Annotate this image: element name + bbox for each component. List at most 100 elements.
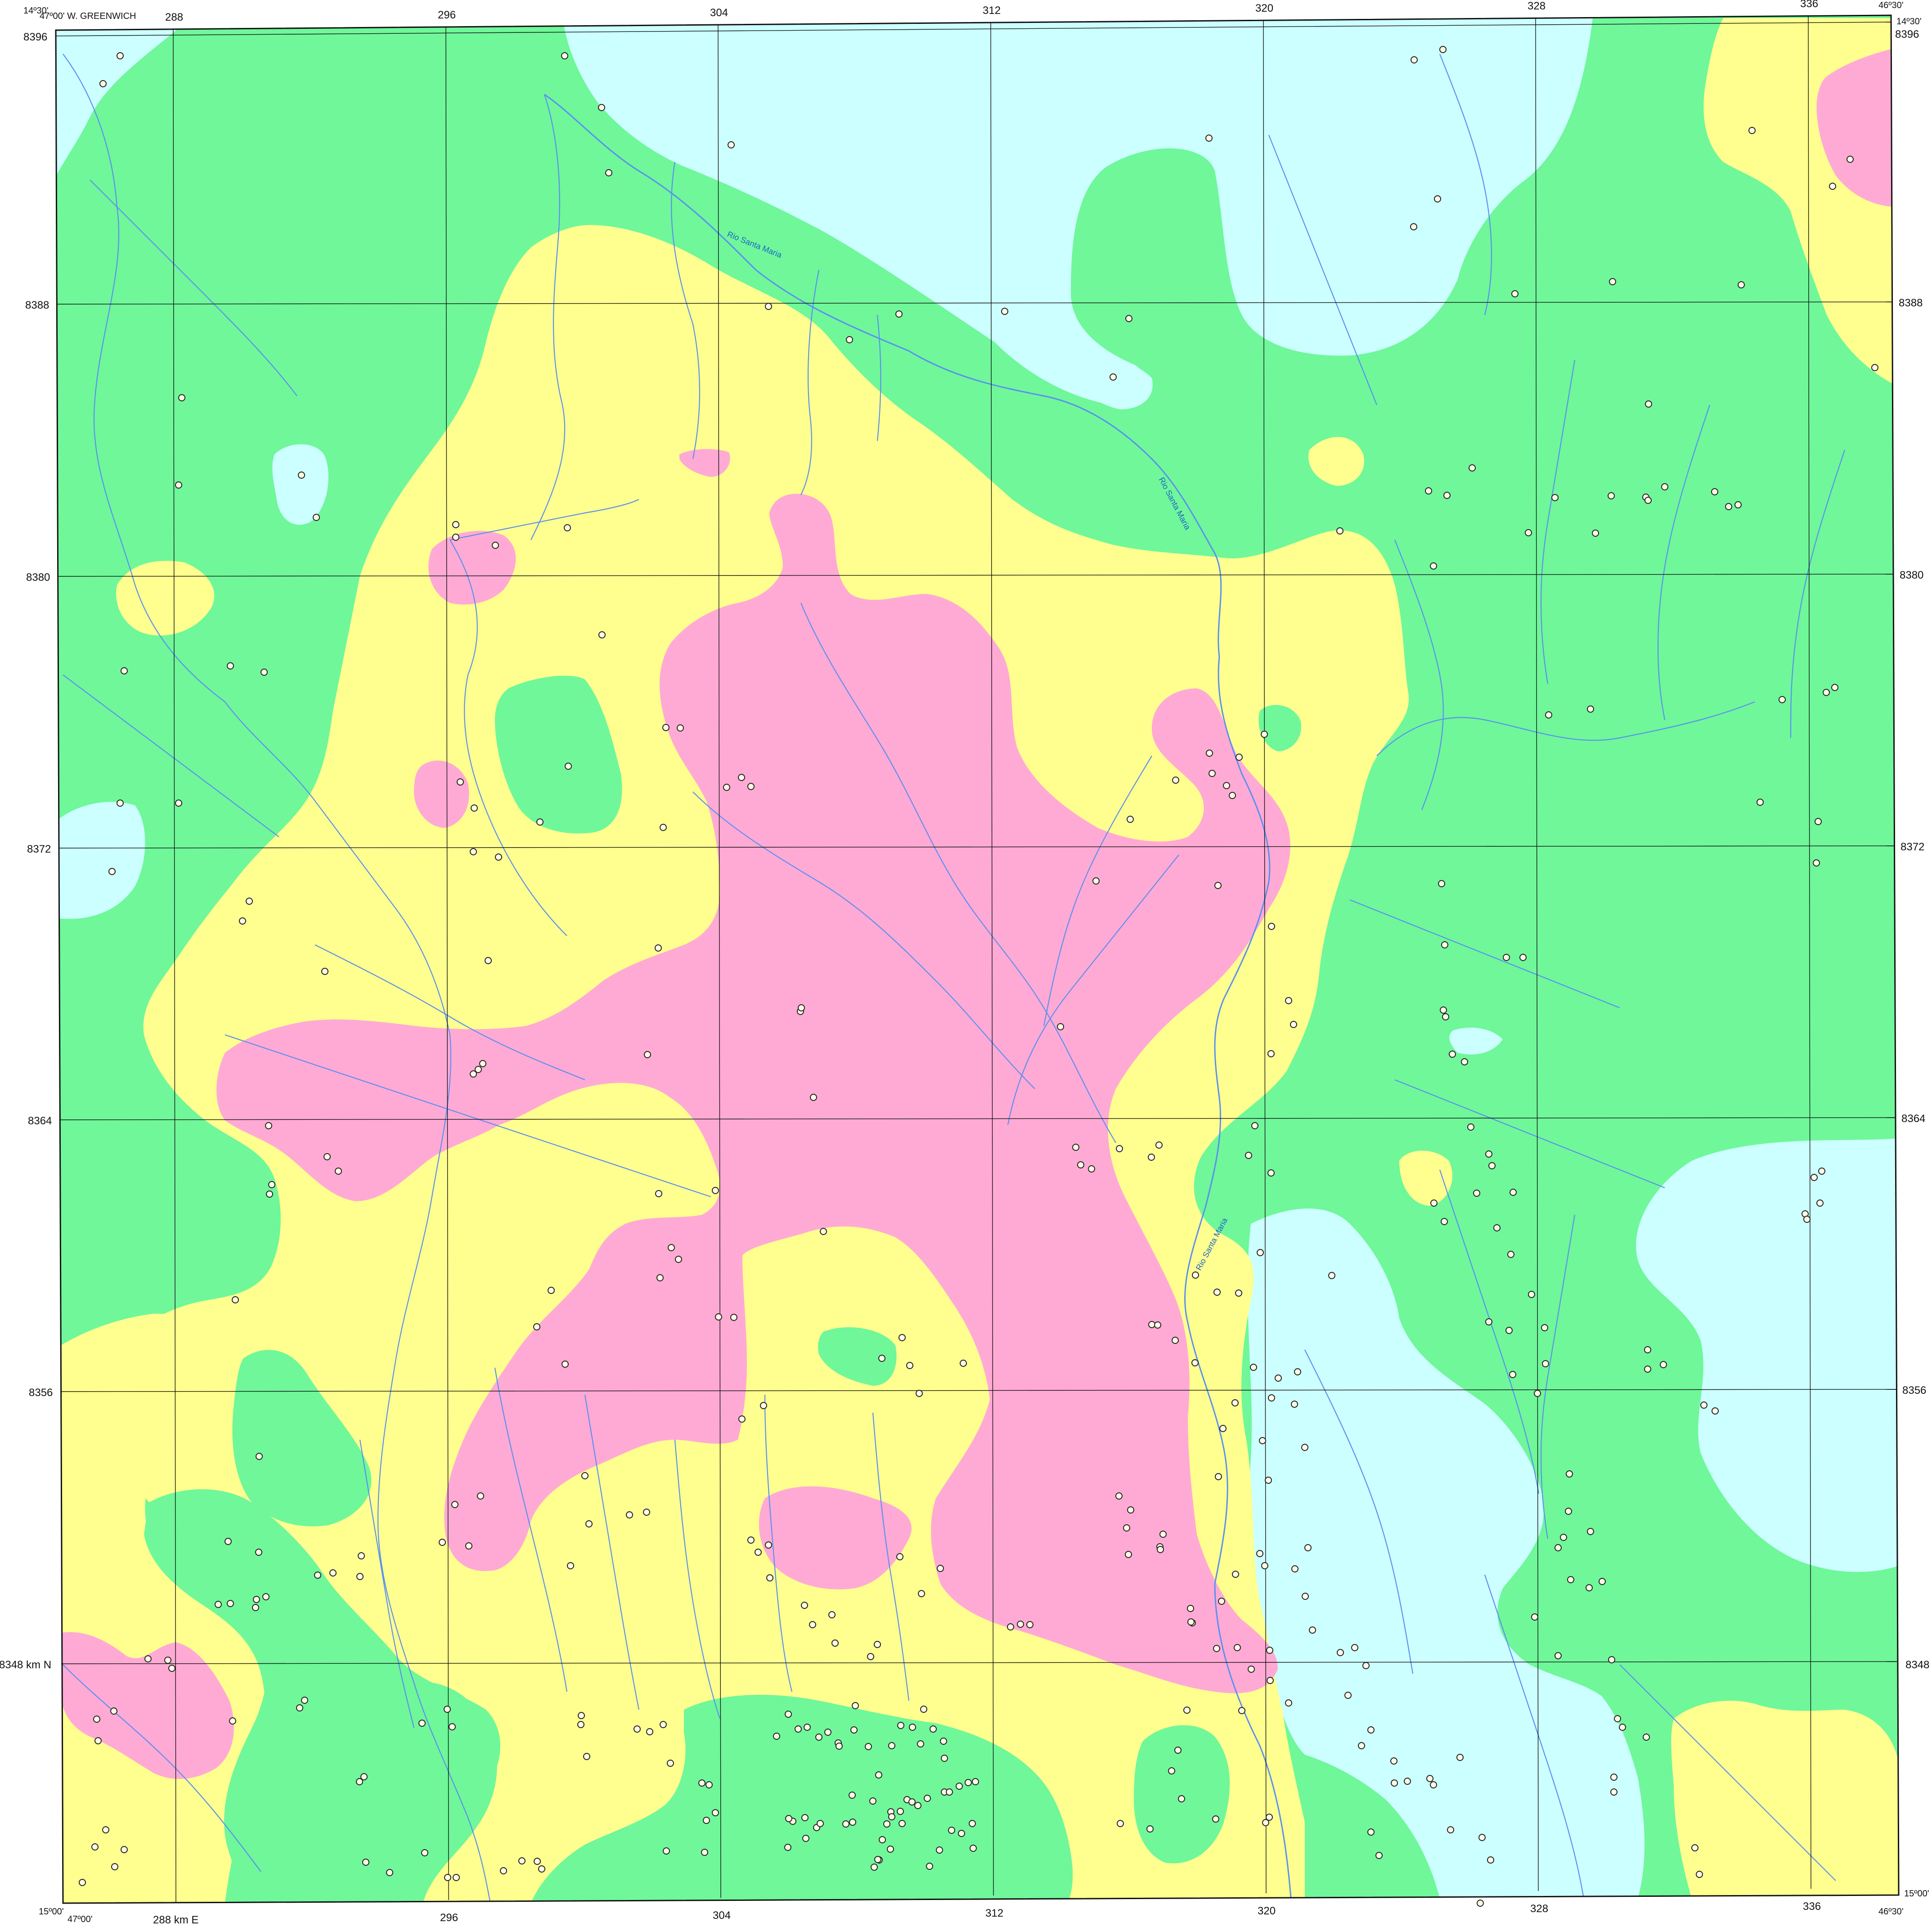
sample-point [1441, 1218, 1448, 1225]
sample-point [899, 1334, 906, 1341]
northing-label-right-8396: 8396 [1895, 28, 1919, 40]
sample-point [1337, 1649, 1344, 1656]
sample-point [918, 1590, 925, 1597]
sample-point [936, 1846, 943, 1854]
sample-point [102, 1826, 109, 1833]
sample-point [723, 784, 730, 791]
sample-point [1116, 1145, 1123, 1152]
sample-point [828, 1611, 836, 1618]
sample-point [1823, 689, 1830, 696]
sample-point [1259, 1437, 1266, 1444]
sample-point [1608, 1656, 1615, 1663]
sample-point [1528, 1291, 1535, 1298]
sample-point [1757, 799, 1764, 806]
sample-point [227, 1600, 234, 1607]
sample-point [1146, 1825, 1154, 1833]
sample-point [766, 1574, 773, 1581]
sample-point [1115, 1492, 1123, 1500]
sample-point [1469, 464, 1476, 472]
grid-line-northing-8372 [58, 845, 1895, 849]
sample-point [1644, 497, 1652, 504]
sample-point [1811, 1174, 1818, 1181]
zone-cyan-southeast [1247, 1208, 1644, 1899]
sample-point [883, 1820, 890, 1828]
northing-label-left-8348: 8348 km N [0, 1659, 51, 1671]
sample-point [917, 1740, 924, 1747]
sample-point [562, 1361, 569, 1368]
grid-line-northing-8356 [60, 1389, 1896, 1392]
zone-yellow-ne-knob [1308, 437, 1364, 486]
sample-point [1725, 503, 1732, 510]
sample-point [1206, 750, 1213, 757]
river-north-trib-3 [800, 270, 820, 495]
sample-point [1275, 1375, 1282, 1382]
sample-point [1026, 1621, 1033, 1628]
sample-point [500, 1867, 507, 1874]
sample-point [266, 1190, 273, 1198]
sample-point [1531, 1613, 1538, 1621]
sample-point [1645, 400, 1652, 408]
sample-point [1505, 1327, 1513, 1334]
sample-point [1565, 1508, 1572, 1515]
sample-point [1818, 1168, 1825, 1175]
sample-point [897, 1808, 904, 1815]
zone-yellow-w-knob [116, 561, 215, 636]
sample-point [1367, 1726, 1375, 1734]
zone-pink-central [216, 494, 1290, 1693]
sample-point [1411, 56, 1418, 63]
sample-point [321, 968, 328, 975]
easting-label-bottom-296: 296 [440, 1912, 458, 1924]
easting-label-top-312: 312 [983, 4, 1001, 17]
zone-pink-south-lobe [759, 1486, 912, 1590]
sample-point [1077, 1161, 1084, 1168]
sample-point [784, 1844, 791, 1851]
river-east-trib-6 [1394, 1079, 1665, 1189]
sample-point [1375, 1852, 1383, 1859]
easting-label-top-304: 304 [710, 7, 728, 19]
sample-point [1148, 1154, 1155, 1161]
zone-pink-north-strip [679, 449, 730, 477]
sample-point [1235, 1289, 1242, 1297]
sample-point [1057, 1023, 1064, 1030]
sample-point [256, 1453, 263, 1460]
sample-point [449, 1723, 456, 1730]
sample-point [1291, 1565, 1298, 1572]
river-east-trib-4 [1790, 449, 1846, 738]
zone-pink-northwest-knob [428, 531, 516, 605]
northing-label-left-8356: 8356 [29, 1387, 53, 1399]
sample-point [1351, 1644, 1358, 1651]
northing-label-left-8396: 8396 [23, 31, 47, 43]
sample-point [1555, 1652, 1562, 1659]
sample-point [111, 1863, 118, 1870]
northing-label-left-8388: 8388 [25, 299, 49, 311]
zone-pink-ne-corner [1816, 49, 1899, 207]
sample-point [1587, 705, 1594, 713]
sample-point [215, 1601, 222, 1608]
sample-point [1847, 156, 1854, 163]
sample-point [1219, 1425, 1227, 1432]
sample-point [930, 1725, 937, 1733]
sample-point [1285, 1699, 1292, 1707]
sample-point [897, 1722, 904, 1729]
sample-point [1404, 1778, 1411, 1785]
sample-point [715, 1313, 722, 1321]
sample-point [358, 1552, 365, 1559]
sample-point [1545, 711, 1552, 719]
sample-point [960, 1360, 967, 1367]
corner-bottom-left-lat: 15º00' [39, 1907, 64, 1917]
sample-point [548, 1287, 555, 1294]
corner-top-right-lat: 14º30' [1896, 17, 1922, 27]
sample-point [655, 944, 662, 952]
sample-point [1439, 46, 1447, 53]
grid-line-northing-8396 [55, 22, 1892, 36]
sample-point [809, 1621, 816, 1628]
sample-point [1619, 1724, 1626, 1731]
sample-point [712, 1187, 719, 1194]
sample-point [121, 667, 128, 674]
sample-point [453, 1874, 460, 1881]
sample-point [1815, 818, 1822, 825]
sample-point [1172, 1337, 1179, 1344]
sample-point [865, 1743, 872, 1750]
sample-point [875, 1771, 882, 1779]
sample-point [1511, 290, 1519, 297]
